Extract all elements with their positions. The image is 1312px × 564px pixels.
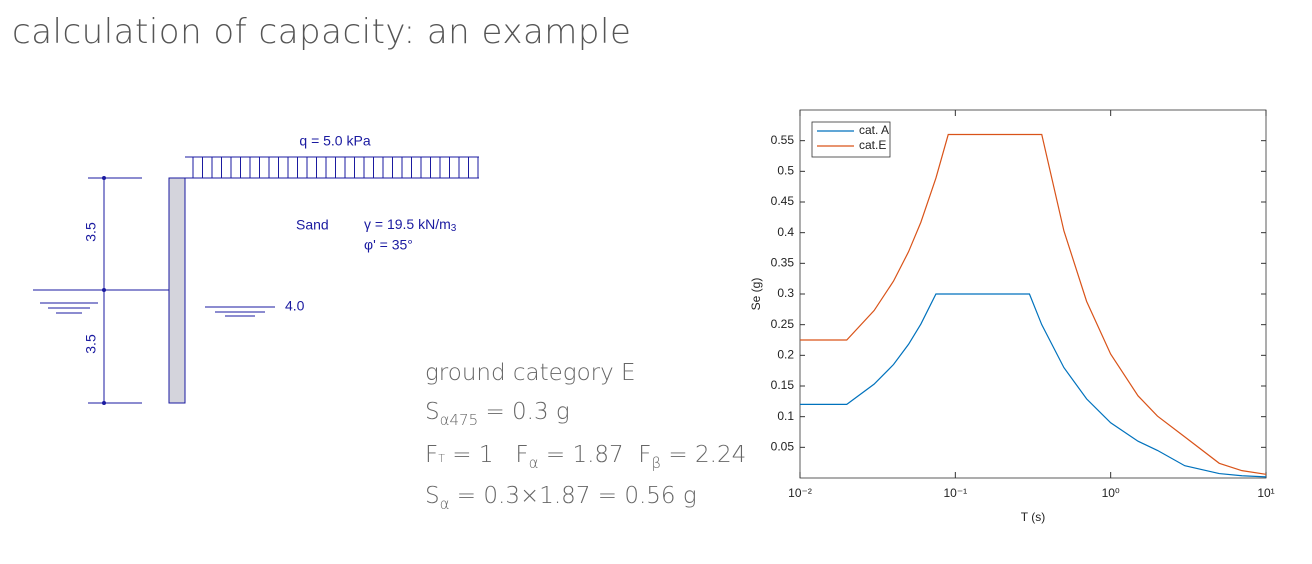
unit-weight: γ = 19.5 kN/m3 [364, 216, 457, 234]
soil-label: Sand [296, 217, 329, 233]
x-tick-label: 10⁰ [1102, 486, 1120, 500]
note-line: Sα475 = 0.3 g [425, 399, 570, 429]
y-tick-label: 0.2 [777, 348, 794, 362]
note-line: ground category E [425, 360, 636, 386]
y-tick-label: 0.4 [777, 225, 794, 239]
y-tick-label: 0.1 [777, 409, 794, 423]
y-tick-label: 0.45 [771, 194, 795, 208]
y-tick-label: 0.35 [771, 256, 795, 270]
series-line [800, 293, 1267, 478]
water-depth: 4.0 [285, 298, 305, 314]
y-axis-label: Se (g) [749, 278, 763, 311]
legend-box [811, 121, 891, 158]
load-label: q = 5.0 kPa [299, 133, 370, 149]
y-tick-label: 0.5 [777, 164, 794, 178]
series-line [800, 133, 1267, 475]
x-axis-label: T (s) [1021, 510, 1045, 524]
y-tick-label: 0.25 [771, 317, 795, 331]
slide-title: calculation of capacity: an example [12, 12, 632, 52]
x-tick-label: 10⁻² [788, 486, 812, 500]
x-tick-label: 10¹ [1257, 486, 1274, 500]
y-tick-label: 0.05 [771, 440, 795, 454]
y-tick-label: 0.55 [771, 133, 795, 147]
y-tick-label: 0.15 [771, 378, 795, 392]
note-line: FT = 1 Fα = 1.87 Fβ = 2.24 [425, 442, 747, 472]
legend-label: cat.E [859, 138, 886, 152]
friction-angle: φ' = 35° [364, 237, 413, 253]
y-tick-label: 0.3 [777, 286, 794, 300]
plot-frame [799, 109, 1267, 479]
wall-diagram: q = 5.0 kPa 3.5 3.5 Sand γ = 19.5 kN/m3 … [33, 133, 479, 405]
x-tick-label: 10⁻¹ [943, 486, 967, 500]
spectrum-chart: T (s) Se (g) 0.05 0.1 0.15 0.2 0.25 0.3 0.35 0.… [749, 109, 1275, 524]
legend-label: cat. A [859, 123, 889, 137]
dim-label: 3.5 [83, 222, 99, 242]
dim-label: 3.5 [83, 334, 99, 354]
note-line: Sα = 0.3×1.87 = 0.56 g [425, 483, 697, 513]
